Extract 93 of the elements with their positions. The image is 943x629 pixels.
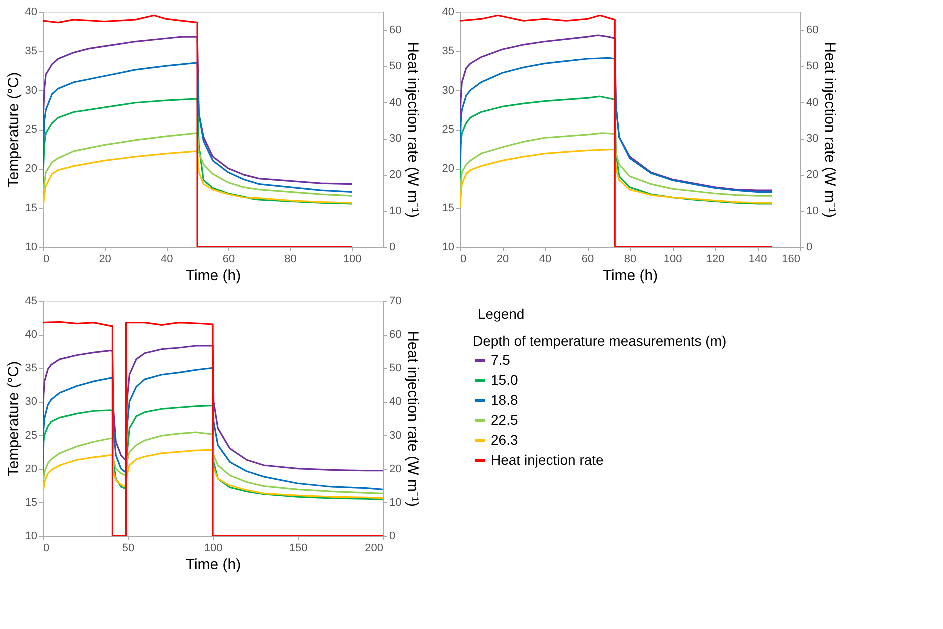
y2-tick-label: 30 bbox=[390, 430, 402, 442]
y-tick-label: 25 bbox=[25, 430, 38, 442]
x-tick-label: 20 bbox=[496, 254, 510, 266]
y-tick-label: 45 bbox=[25, 296, 38, 308]
line-series bbox=[460, 14, 774, 247]
y2-tick-label: 10 bbox=[390, 496, 402, 509]
y-tick-label: 35 bbox=[25, 46, 38, 58]
x-tick-label: 200 bbox=[365, 542, 384, 554]
x-tick-label: 40 bbox=[161, 254, 174, 266]
line-series bbox=[43, 98, 353, 205]
y-tick-label: 10 bbox=[25, 242, 38, 254]
y2-tick-label: 20 bbox=[390, 463, 402, 476]
legend-label: 22.5 bbox=[491, 412, 518, 428]
y-tick-label: 25 bbox=[25, 124, 38, 136]
y2-axis-title: Heat injection rate (W m⁻¹) bbox=[404, 42, 422, 218]
x-tick-label: 0 bbox=[44, 254, 50, 266]
x-tick-label: 120 bbox=[706, 254, 725, 266]
x-tick-label: 150 bbox=[289, 542, 308, 554]
y2-tick-label: 10 bbox=[390, 205, 402, 218]
x-tick-label: 0 bbox=[460, 254, 467, 266]
y-tick-label: 40 bbox=[25, 6, 38, 18]
x-tick-label: 100 bbox=[343, 254, 362, 266]
y-tick-label: 15 bbox=[25, 496, 38, 509]
line-series bbox=[43, 132, 353, 201]
y2-tick-label: 0 bbox=[806, 242, 813, 254]
legend-label: 18.8 bbox=[491, 392, 518, 408]
y-tick-label: 10 bbox=[442, 242, 454, 254]
y2-tick-label: 50 bbox=[806, 60, 819, 73]
y2-tick-label: 40 bbox=[390, 96, 402, 109]
x-tick-label: 40 bbox=[539, 254, 552, 266]
y2-tick-label: 20 bbox=[806, 169, 819, 182]
y2-tick-label: 30 bbox=[390, 133, 402, 146]
y-tick-label: 35 bbox=[25, 362, 38, 375]
legend-label: 7.5 bbox=[491, 352, 511, 368]
y-tick-label: 20 bbox=[25, 463, 38, 476]
y-tick-label: 30 bbox=[442, 84, 454, 97]
y-tick-label: 40 bbox=[442, 6, 454, 18]
y-tick-label: 15 bbox=[442, 202, 454, 214]
y-axis-title: Temperature (°C) bbox=[5, 361, 22, 477]
line-series bbox=[43, 36, 353, 186]
legend-title: Depth of temperature measurements (m) bbox=[473, 333, 727, 349]
legend-label: Heat injection rate bbox=[491, 452, 604, 468]
y-tick-label: 15 bbox=[25, 202, 38, 214]
x-axis-title: Time (h) bbox=[602, 268, 658, 284]
y-tick-label: 35 bbox=[442, 46, 454, 58]
line-series bbox=[460, 149, 774, 209]
y2-tick-label: 70 bbox=[390, 296, 402, 308]
x-tick-label: 160 bbox=[782, 254, 800, 266]
line-series bbox=[43, 432, 383, 497]
line-series bbox=[43, 62, 353, 193]
x-tick-label: 0 bbox=[44, 542, 50, 554]
y2-tick-label: 50 bbox=[390, 60, 402, 73]
x-tick-label: 140 bbox=[748, 254, 768, 266]
x-tick-label: 20 bbox=[99, 254, 112, 266]
line-series bbox=[43, 150, 353, 212]
y-tick-label: 20 bbox=[442, 163, 454, 176]
y2-tick-label: 60 bbox=[390, 24, 402, 37]
x-tick-label: 100 bbox=[204, 542, 223, 554]
line-series bbox=[43, 14, 353, 247]
line-series bbox=[460, 57, 774, 193]
legend-label: 15.0 bbox=[491, 372, 518, 388]
y2-tick-label: 50 bbox=[390, 362, 402, 375]
x-tick-label: 80 bbox=[284, 254, 297, 266]
line-series bbox=[43, 449, 383, 504]
y2-tick-label: 60 bbox=[390, 329, 402, 342]
y2-tick-label: 40 bbox=[806, 96, 819, 109]
x-axis-title: Time (h) bbox=[186, 268, 242, 284]
y-tick-label: 20 bbox=[25, 163, 38, 176]
y2-tick-label: 30 bbox=[806, 133, 819, 146]
line-series bbox=[460, 96, 774, 205]
y2-tick-label: 0 bbox=[390, 242, 396, 254]
y2-axis-title: Heat injection rate (W m⁻¹) bbox=[404, 331, 422, 507]
legend-label: 26.3 bbox=[491, 432, 518, 448]
y2-tick-label: 60 bbox=[806, 24, 819, 37]
x-axis-title: Time (h) bbox=[186, 556, 242, 574]
y2-axis-title: Heat injection rate (W m⁻¹) bbox=[822, 42, 839, 218]
y-tick-label: 10 bbox=[25, 530, 38, 542]
line-series bbox=[43, 367, 383, 490]
y2-tick-label: 10 bbox=[806, 205, 819, 218]
x-tick-label: 80 bbox=[624, 254, 637, 266]
x-tick-label: 60 bbox=[222, 254, 236, 266]
x-tick-label: 100 bbox=[664, 254, 682, 266]
text: Legend bbox=[478, 306, 525, 322]
y-tick-label: 25 bbox=[442, 124, 454, 136]
x-tick-label: 60 bbox=[582, 254, 594, 266]
x-tick-label: 50 bbox=[122, 542, 135, 554]
y2-tick-label: 40 bbox=[390, 396, 402, 408]
y-tick-label: 30 bbox=[25, 396, 38, 408]
y2-tick-label: 20 bbox=[390, 169, 402, 182]
y-tick-label: 40 bbox=[25, 329, 38, 342]
y-tick-label: 30 bbox=[25, 84, 38, 97]
y2-tick-label: 0 bbox=[390, 530, 396, 542]
y-axis-title: Temperature (°C) bbox=[5, 72, 22, 188]
